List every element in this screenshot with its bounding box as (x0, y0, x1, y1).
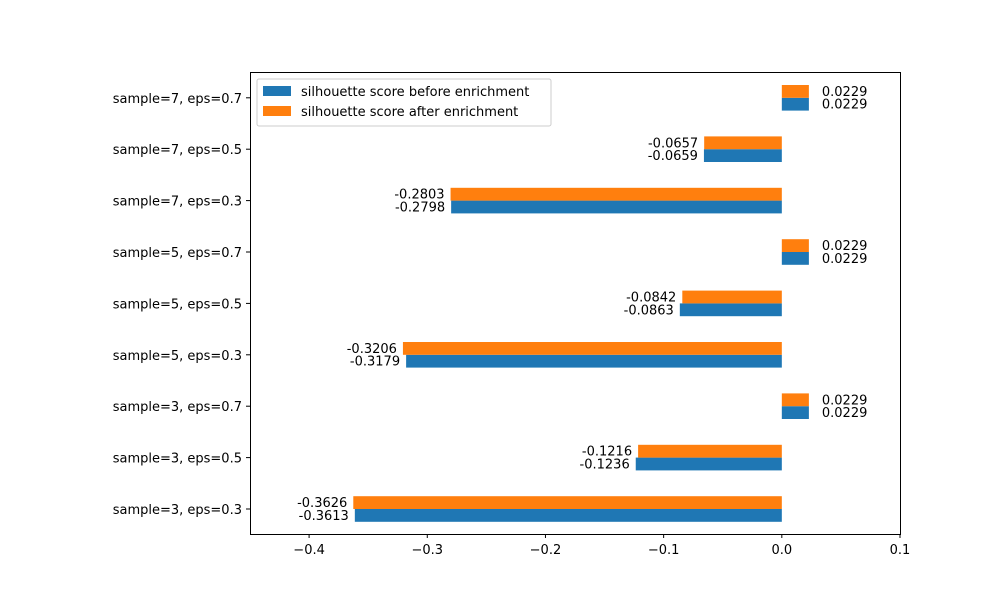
y-tick-label: sample=5, eps=0.3 (113, 349, 242, 364)
data-label-after: -0.0842 (626, 291, 676, 306)
legend: silhouette score before enrichment silhou… (256, 78, 552, 127)
y-tick-label: sample=7, eps=0.5 (113, 143, 242, 158)
bars-layer (353, 85, 809, 522)
legend-box (256, 78, 552, 127)
bar-after (353, 496, 782, 509)
bar-after (682, 290, 782, 304)
bar-after (781, 239, 809, 252)
data-labels-layer: -0.3613-0.3626-0.1236-0.12160.02290.0229… (297, 85, 867, 524)
data-label-after: 0.0229 (822, 85, 868, 100)
bar-after (704, 136, 782, 150)
bar-before (703, 149, 782, 162)
data-label-after: -0.3626 (297, 496, 347, 511)
data-label-after: -0.1216 (582, 445, 632, 460)
x-tick-label: 0.1 (890, 543, 911, 558)
y-axis: sample=3, eps=0.3 sample=3, eps=0.5 sample… (113, 92, 250, 518)
data-label-after: 0.0229 (822, 239, 868, 254)
data-label-before: 0.0229 (822, 406, 868, 421)
x-tick-label: −0.1 (648, 543, 680, 558)
y-tick-label: sample=3, eps=0.3 (113, 503, 242, 518)
legend-swatch (263, 106, 291, 116)
data-label-before: -0.0659 (648, 149, 698, 164)
bar-after (781, 85, 809, 98)
y-tick-label: sample=7, eps=0.3 (113, 195, 242, 210)
bar-after (638, 444, 782, 458)
data-label-before: -0.3613 (299, 509, 349, 524)
data-label-before: 0.0229 (822, 98, 868, 113)
data-label-after: 0.0229 (822, 393, 868, 408)
bar-before (354, 509, 782, 522)
bar-after (781, 393, 809, 407)
y-tick-label: sample=7, eps=0.7 (113, 92, 242, 107)
y-tick-label: sample=5, eps=0.7 (113, 246, 242, 261)
data-label-before: 0.0229 (822, 252, 868, 267)
x-tick-label: −0.2 (530, 543, 562, 558)
data-label-before: -0.1236 (580, 458, 630, 473)
x-axis: −0.4 −0.3 −0.2 −0.1 0.0 0.1 (293, 534, 910, 558)
x-tick-label: −0.3 (411, 543, 443, 558)
y-tick-label: sample=5, eps=0.5 (113, 297, 242, 312)
legend-swatch (263, 86, 291, 96)
bar-before (781, 406, 809, 419)
bar-before (451, 200, 782, 214)
x-tick-label: −0.4 (293, 543, 325, 558)
bar-before (406, 354, 782, 368)
bar-before (781, 252, 809, 265)
legend-label: silhouette score before enrichment (301, 85, 529, 100)
bar-after (402, 342, 782, 355)
bar-before (781, 97, 809, 111)
data-label-after: -0.3206 (347, 342, 397, 357)
data-label-before: -0.0863 (624, 303, 674, 318)
data-label-after: -0.0657 (648, 136, 698, 151)
bar-before (635, 457, 782, 471)
plot-frame (250, 72, 901, 535)
data-label-before: -0.3179 (350, 355, 400, 370)
legend-label: silhouette score after enrichment (301, 105, 518, 120)
bar-after (450, 187, 782, 201)
bar-before (679, 303, 782, 317)
x-tick-label: 0.0 (771, 543, 792, 558)
y-tick-label: sample=3, eps=0.5 (113, 452, 242, 467)
y-tick-label: sample=3, eps=0.7 (113, 400, 242, 415)
data-label-after: -0.2803 (394, 188, 444, 203)
data-label-before: -0.2798 (395, 201, 445, 216)
